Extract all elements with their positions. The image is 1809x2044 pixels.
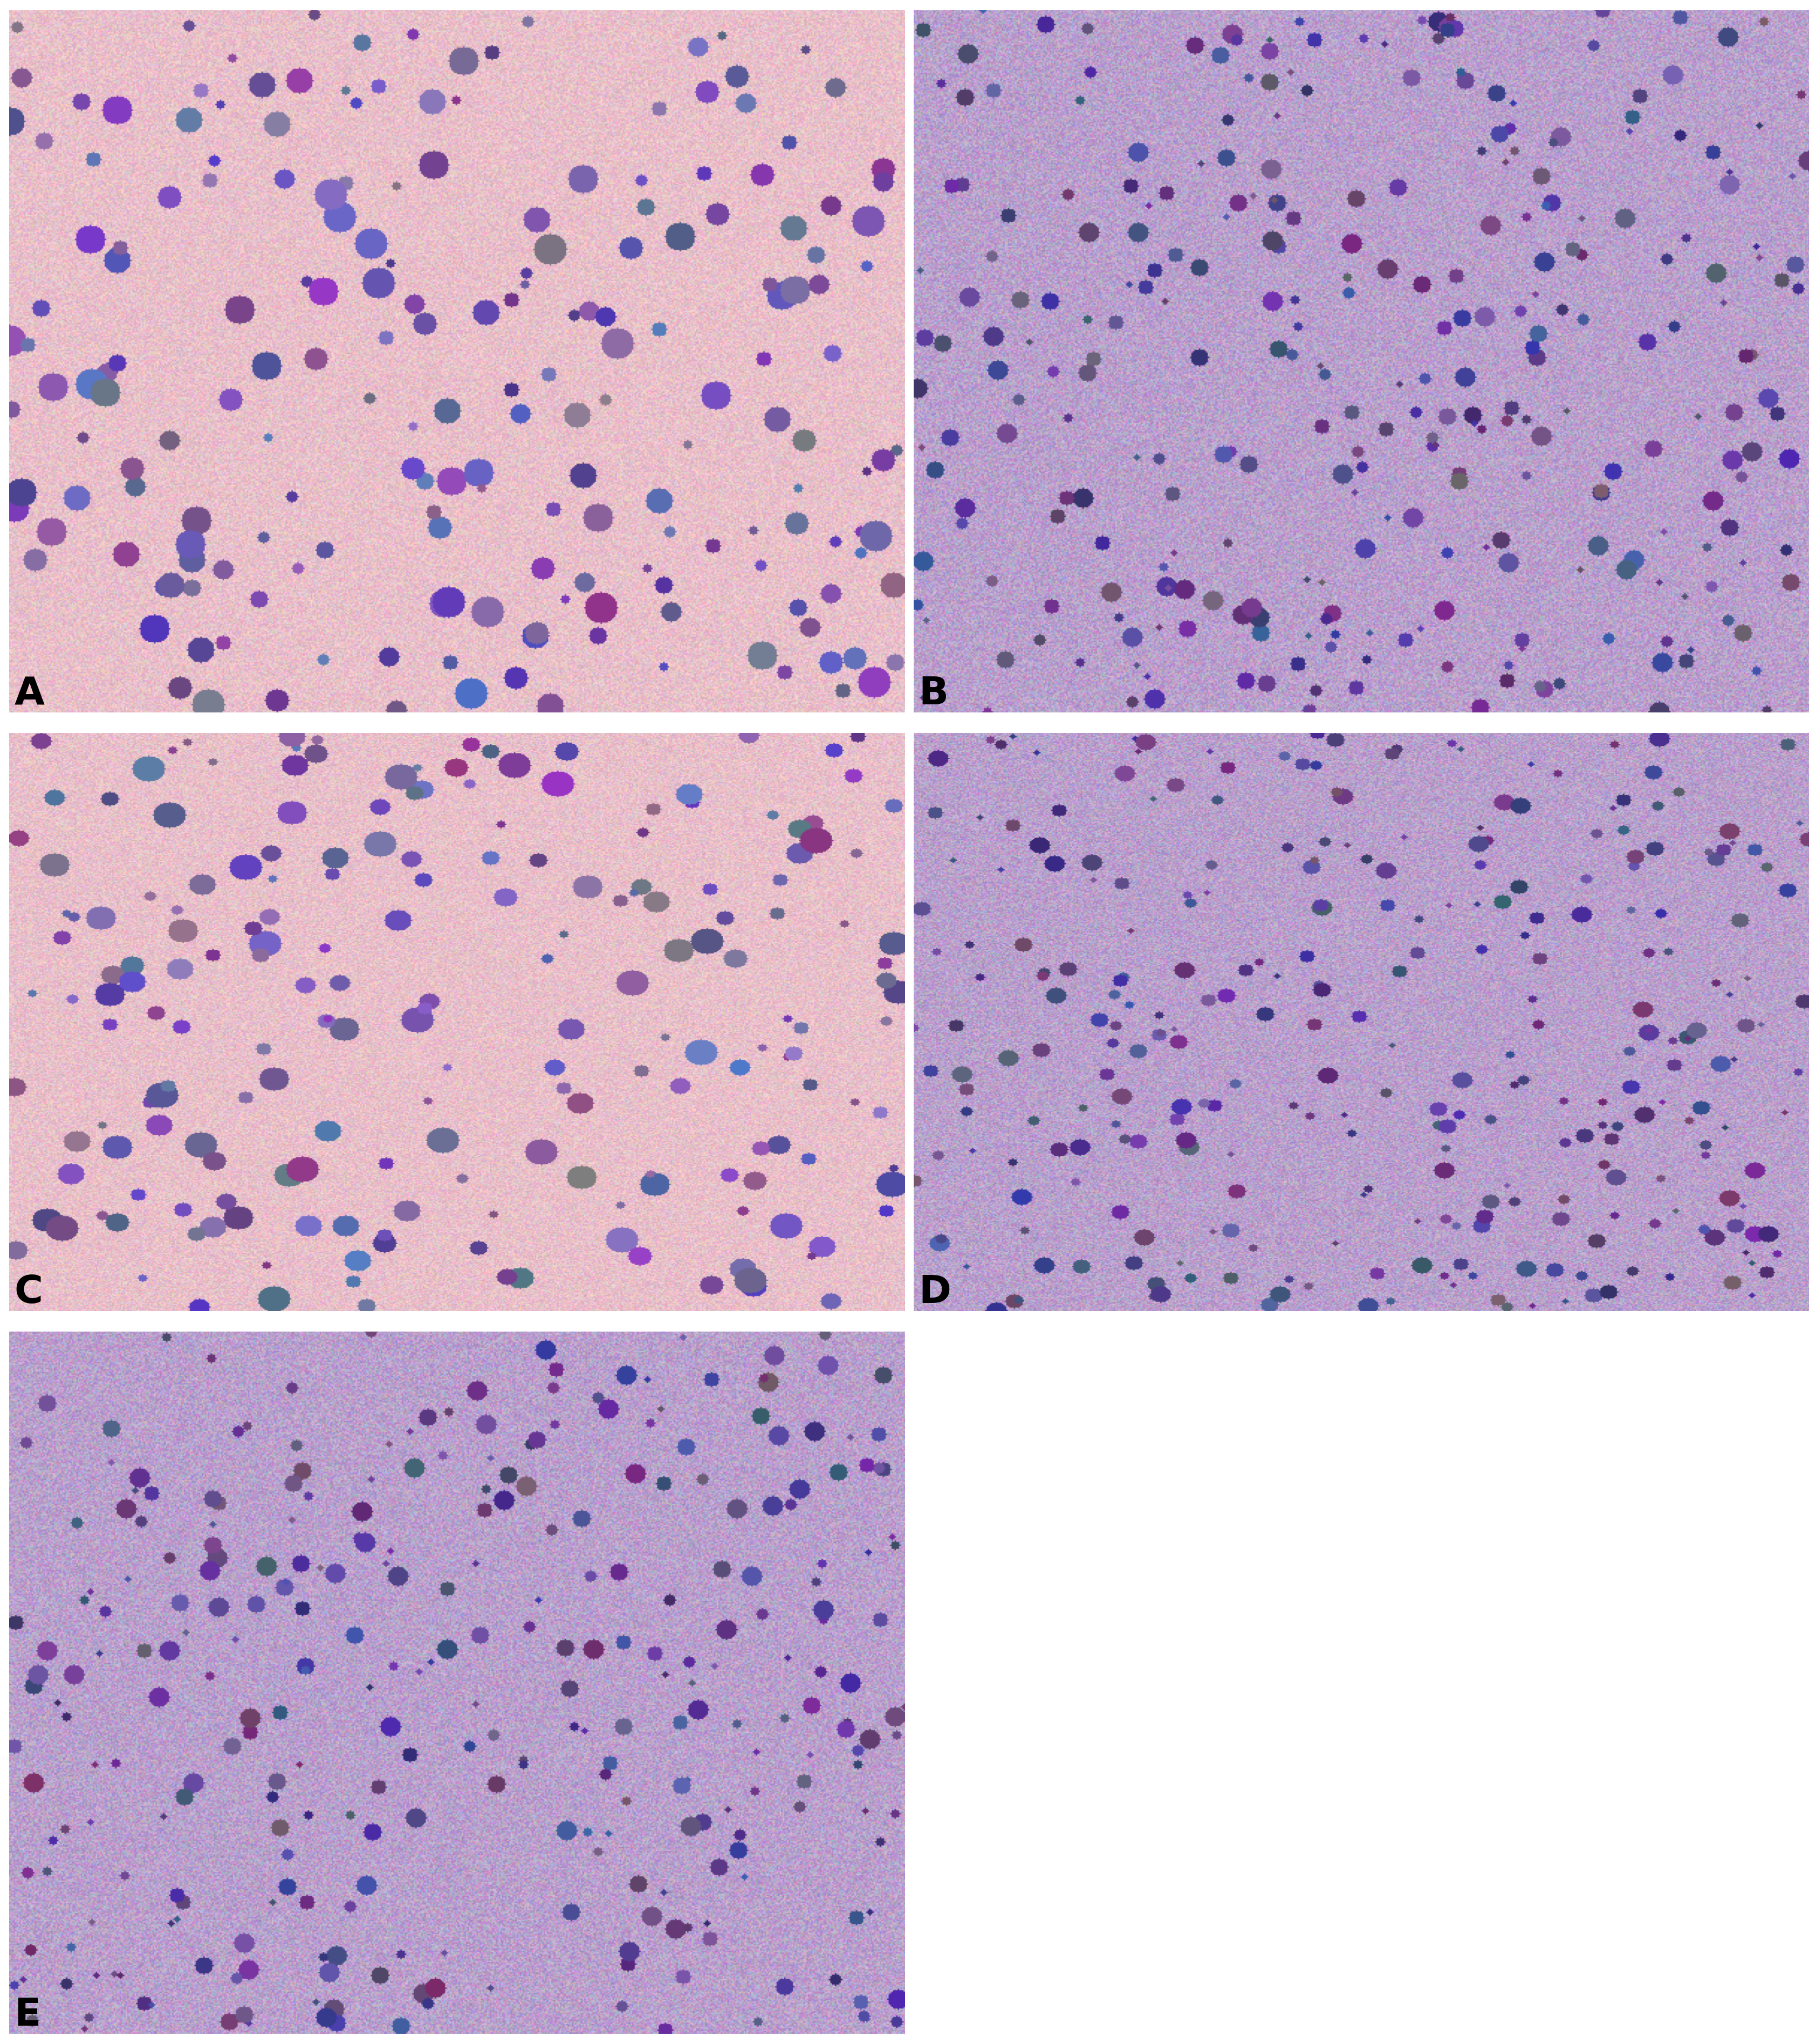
Text: C: C [14,1273,43,1310]
Text: D: D [919,1273,952,1310]
Text: E: E [14,1997,42,2034]
Text: A: A [14,675,45,713]
Text: B: B [919,675,948,713]
